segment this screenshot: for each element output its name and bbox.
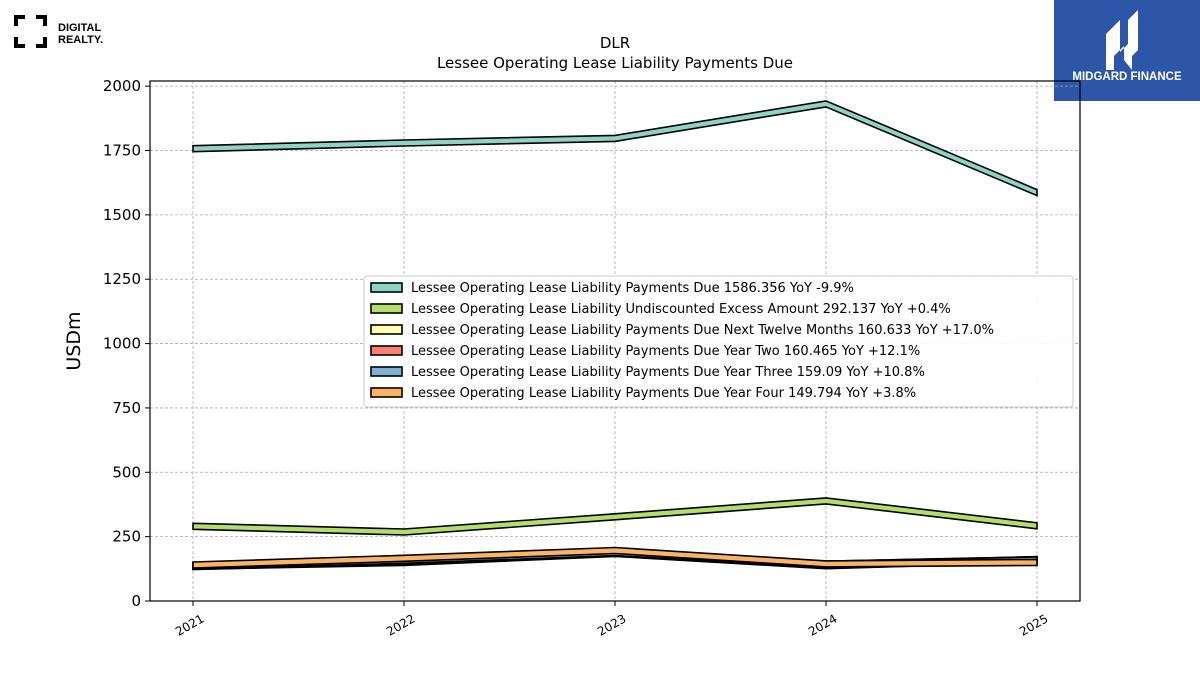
- x-tick-label: 2024: [806, 611, 839, 638]
- legend-swatch: [370, 387, 403, 398]
- y-tick-label: 1000: [103, 335, 141, 353]
- y-axis-label: USDm: [63, 311, 85, 370]
- legend-swatch: [370, 366, 403, 377]
- legend-swatch: [370, 345, 403, 356]
- y-tick-label: 1750: [103, 142, 141, 160]
- bracket-logo-icon: [14, 15, 47, 48]
- series-band: [192, 100, 1038, 197]
- legend-entry: Lessee Operating Lease Liability Undisco…: [411, 302, 951, 317]
- chart-subtitle: Lessee Operating Lease Liability Payment…: [437, 54, 793, 72]
- legend: Lessee Operating Lease Liability Payment…: [363, 275, 1074, 408]
- legend-entry: Lessee Operating Lease Liability Payment…: [411, 281, 854, 296]
- y-tick-label: 750: [112, 399, 141, 417]
- legend-entry: Lessee Operating Lease Liability Payment…: [411, 323, 994, 338]
- x-ticks: 2021 2022 2023 2024 2025: [173, 601, 1051, 639]
- y-tick-label: 2000: [103, 77, 141, 95]
- x-tick-label: 2022: [384, 611, 417, 638]
- legend-swatch: [370, 282, 403, 293]
- chart-title: DLR: [600, 34, 630, 52]
- legend-swatch: [370, 303, 403, 314]
- midgard-logo-icon: MIDGARD FINANCE: [1072, 10, 1182, 83]
- brand-logo: MIDGARD FINANCE: [1054, 0, 1200, 101]
- x-tick-label: 2021: [173, 611, 206, 638]
- legend-entry: Lessee Operating Lease Liability Payment…: [411, 365, 925, 380]
- legend-entry: Lessee Operating Lease Liability Payment…: [411, 386, 916, 401]
- x-tick-label: 2023: [595, 611, 628, 638]
- series-band: [192, 497, 1038, 536]
- company-logo-line2: REALTY.: [58, 34, 103, 46]
- legend-entry: Lessee Operating Lease Liability Payment…: [411, 344, 920, 359]
- legend-frame: [363, 275, 1074, 408]
- series-layer: [192, 100, 1038, 571]
- y-ticks: 0 250 500 750 1000 1250 1500 1750 2000: [103, 77, 150, 610]
- legend-swatch: [370, 324, 403, 335]
- company-logo-line1: DIGITAL: [58, 22, 101, 34]
- x-tick-label: 2025: [1017, 611, 1050, 638]
- y-tick-label: 1250: [103, 270, 141, 288]
- company-logo: DIGITAL REALTY.: [14, 15, 103, 48]
- y-tick-label: 250: [112, 528, 141, 546]
- series-band: [192, 546, 1038, 569]
- y-tick-label: 1500: [103, 206, 141, 224]
- brand-logo-text: MIDGARD FINANCE: [1072, 71, 1182, 83]
- y-tick-label: 500: [112, 463, 141, 481]
- y-tick-label: 0: [131, 592, 141, 610]
